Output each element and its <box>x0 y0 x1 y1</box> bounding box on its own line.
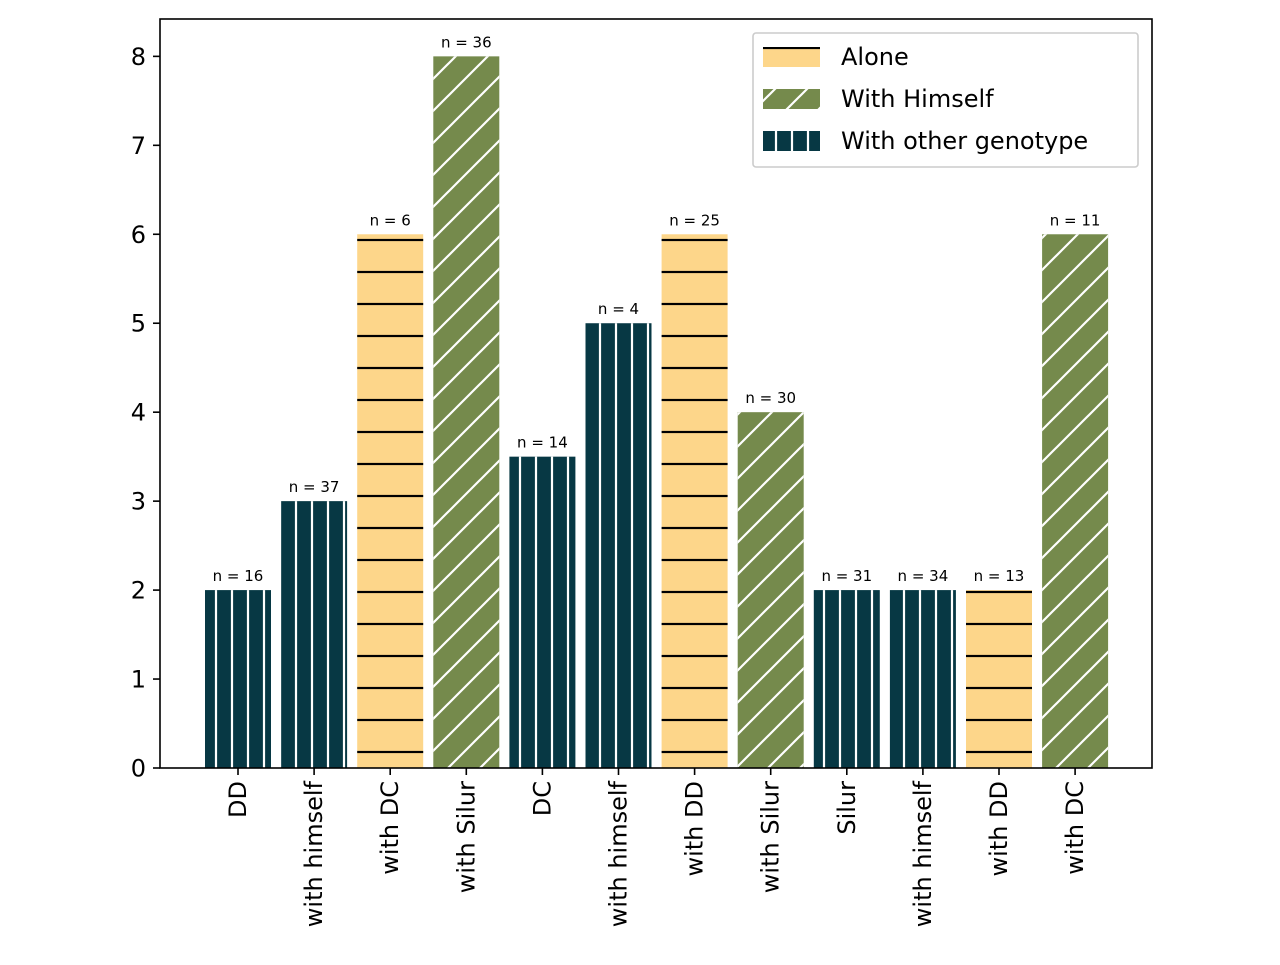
bar-count-label: n = 37 <box>289 478 340 496</box>
legend-swatch-hatch <box>763 131 820 151</box>
bar <box>357 234 424 769</box>
bar-count-label: n = 13 <box>974 567 1025 585</box>
bar-count-label: n = 36 <box>441 33 492 51</box>
bar-count-label: n = 25 <box>669 211 720 229</box>
bar-hatch <box>661 234 728 769</box>
bar-hatch <box>813 590 880 768</box>
legend-item: Alone <box>763 43 909 71</box>
x-tick-label: with DD <box>681 781 709 877</box>
bar <box>509 456 576 768</box>
bar-hatch <box>205 590 271 768</box>
bar <box>1042 234 1109 769</box>
bar-hatch <box>737 412 804 768</box>
x-tick-label: with Silur <box>452 781 480 893</box>
x-tick-label: DC <box>528 781 556 816</box>
x-tick-label: with himself <box>605 780 633 927</box>
y-tick-label: 5 <box>131 310 146 338</box>
bar-count-label: n = 4 <box>598 300 639 318</box>
legend-item: With other genotype <box>763 127 1088 155</box>
x-tick-label: with Silur <box>757 781 785 893</box>
bar-hatch <box>966 590 1032 768</box>
bar-count-label: n = 31 <box>821 567 872 585</box>
legend-swatch-hatch <box>763 47 820 67</box>
x-tick-label: with himself <box>300 780 328 927</box>
y-tick-label: 2 <box>131 577 146 605</box>
legend-item: With Himself <box>763 85 994 113</box>
bar-hatch <box>357 234 424 769</box>
y-tick-label: 7 <box>131 132 146 160</box>
bar-hatch <box>1042 234 1109 769</box>
x-tick-label: with himself <box>909 780 937 927</box>
bar <box>889 590 956 768</box>
bar-count-label: n = 11 <box>1050 211 1101 229</box>
x-tick-label: with DC <box>376 781 404 875</box>
bar <box>433 56 500 769</box>
legend-swatch-hatch <box>763 89 820 109</box>
bar-count-label: n = 34 <box>898 567 949 585</box>
x-tick-label: with DD <box>985 781 1013 877</box>
bar <box>813 590 880 768</box>
x-tick-label: with DC <box>1061 781 1089 875</box>
bar-hatch <box>889 590 956 768</box>
y-tick-label: 4 <box>131 399 146 427</box>
y-tick-label: 0 <box>131 755 146 783</box>
legend-box <box>752 32 1139 168</box>
bar <box>737 412 804 768</box>
bar <box>966 590 1032 768</box>
y-tick-label: 3 <box>131 488 146 516</box>
bar-hatch <box>281 501 348 768</box>
legend-label: With other genotype <box>841 127 1088 155</box>
bar-hatch <box>433 56 500 769</box>
bar-hatch <box>509 456 576 768</box>
y-tick-label: 6 <box>131 221 146 249</box>
bar-count-label: n = 16 <box>213 567 264 585</box>
bar <box>585 323 652 768</box>
bar-hatch <box>585 323 652 768</box>
bar-count-label: n = 30 <box>745 389 796 407</box>
legend-label: With Himself <box>841 85 994 113</box>
bar <box>281 501 348 768</box>
y-tick-label: 1 <box>131 666 146 694</box>
legend-label: Alone <box>841 43 909 71</box>
bar <box>205 590 271 768</box>
plot-frame <box>159 18 1153 769</box>
legend: Alone With Himself With other genotype <box>752 32 1139 168</box>
bar <box>661 234 728 769</box>
bar-count-label: n = 6 <box>370 211 411 229</box>
bar-count-label: n = 14 <box>517 434 568 452</box>
x-tick-label: DD <box>224 781 252 818</box>
x-tick-label: Silur <box>833 781 861 835</box>
y-tick-label: 8 <box>131 43 146 71</box>
